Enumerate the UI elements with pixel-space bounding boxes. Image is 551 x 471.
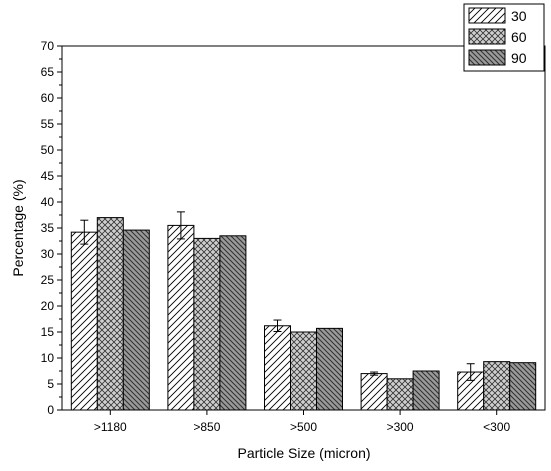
y-tick-label: 45 [41,169,55,183]
legend-label-30: 30 [511,8,527,24]
bar-30-4 [360,373,388,411]
bar-60-2 [193,237,221,411]
legend-label-90: 90 [511,50,527,66]
y-tick-label: 70 [41,39,55,53]
x-tick-label: <300 [483,420,510,434]
legend-swatch-30 [468,7,506,24]
y-tick-label: 55 [41,117,55,131]
x-tick-label: >1180 [94,420,127,434]
bar-90-2 [219,235,247,411]
y-tick-label: 60 [41,91,55,105]
bar-60-5 [483,361,511,411]
y-axis: 0 5 10 15 20 25 30 35 40 45 50 55 60 65 70 [41,39,62,417]
bar-60-3 [290,331,317,411]
y-tick-label: 40 [41,195,55,209]
y-tick-label: 20 [41,299,55,313]
bar-30-3 [264,325,291,411]
bar-30-2 [167,224,195,411]
y-tick-label: 0 [47,403,54,417]
y-tick-label: 50 [41,143,55,157]
bar-90-3 [316,327,343,411]
legend-swatch-90 [468,49,506,66]
y-tick-label: 25 [41,273,55,287]
bar-90-4 [412,370,440,411]
bars [70,211,537,411]
x-tick-label: >850 [193,420,220,434]
legend-swatch-60 [468,28,506,45]
y-tick-label: 5 [47,377,54,391]
y-tick-label: 30 [41,247,55,261]
x-axis: >1180 >850 >500 >300 <300 [94,410,511,434]
bar-90-1 [122,229,150,411]
y-tick-label: 10 [41,351,55,365]
y-tick-label: 35 [41,221,55,235]
x-tick-label: >500 [290,420,317,434]
legend-label-60: 60 [511,29,527,45]
legend: 30 60 90 [463,3,545,72]
x-axis-title: Particle Size (micron) [237,445,370,461]
bar-60-1 [96,217,124,411]
bar-90-5 [509,362,537,411]
bar-60-4 [386,378,414,411]
y-tick-label: 65 [41,65,55,79]
y-axis-title: Percentage (%) [10,179,26,276]
bar-30-1 [70,231,98,411]
y-tick-label: 15 [41,325,55,339]
x-tick-label: >300 [387,420,414,434]
